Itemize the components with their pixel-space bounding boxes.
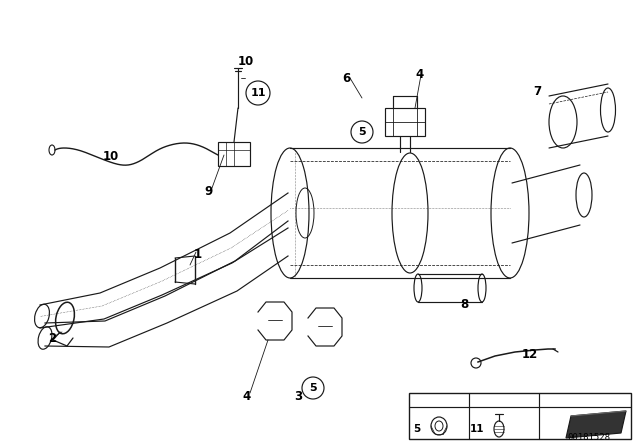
Text: 3: 3	[294, 390, 302, 403]
Text: 1: 1	[194, 248, 202, 261]
Text: 9: 9	[204, 185, 212, 198]
Text: 4: 4	[415, 68, 423, 81]
Text: 6: 6	[342, 72, 350, 85]
Text: 00181528: 00181528	[567, 433, 610, 442]
Text: 2: 2	[48, 332, 56, 345]
Text: 5: 5	[309, 383, 317, 393]
Text: 10: 10	[238, 55, 254, 68]
Polygon shape	[566, 411, 626, 438]
Text: 10: 10	[103, 150, 119, 163]
Text: 4: 4	[242, 390, 250, 403]
Text: 11: 11	[250, 88, 266, 98]
Text: 8: 8	[460, 298, 468, 311]
Text: 5: 5	[413, 424, 420, 434]
Text: 12: 12	[522, 348, 538, 361]
Text: 7: 7	[533, 85, 541, 98]
Text: 11: 11	[470, 424, 484, 434]
Text: 5: 5	[358, 127, 366, 137]
